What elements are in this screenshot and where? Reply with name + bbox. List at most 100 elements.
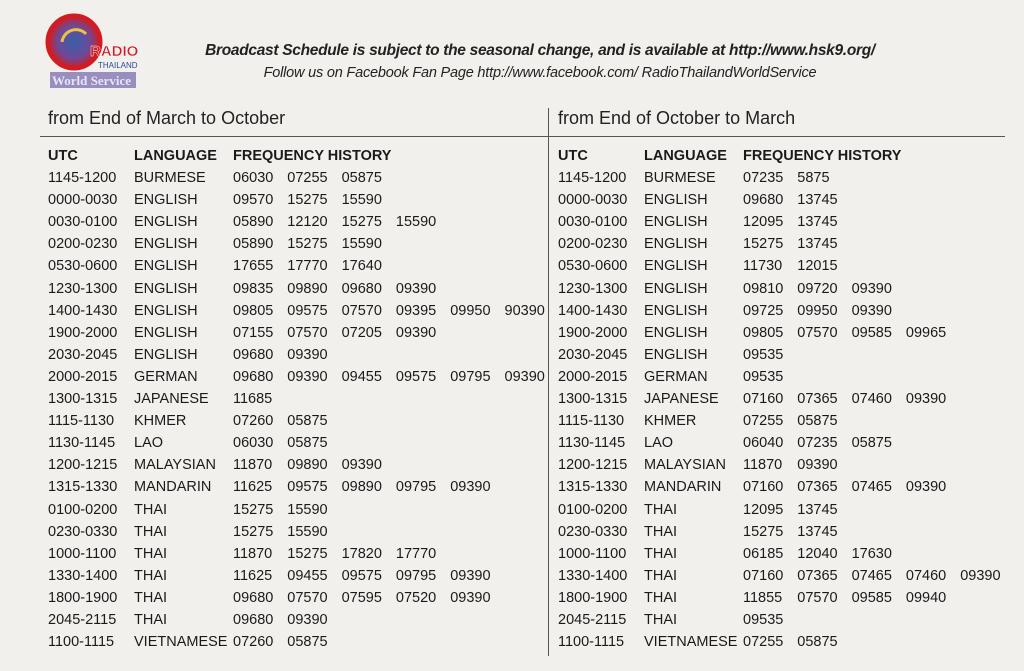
frequency-cell: 07570	[287, 324, 328, 341]
language-cell: ENGLISH	[134, 280, 198, 297]
utc-cell: 1400-1430	[558, 302, 628, 319]
utc-cell: 1300-1315	[48, 391, 118, 408]
frequency-cell: 09720	[797, 280, 838, 297]
frequency-cell: 05875	[851, 435, 892, 452]
utc-cell: 0030-0100	[48, 214, 118, 231]
language-cell: THAI	[134, 501, 168, 518]
utc-cell: 1230-1300	[558, 280, 628, 297]
language-cell: THAI	[644, 611, 678, 628]
frequency-cell: 12120	[287, 214, 328, 231]
utc-cell: 2030-2045	[558, 346, 628, 363]
language-cell: GERMAN	[644, 368, 708, 385]
column-header-frequency: FREQUENCY HISTORY	[233, 148, 392, 164]
frequency-cell: 09725	[743, 302, 784, 319]
frequency-cell: 09585	[851, 589, 892, 606]
frequency-cell: 05875	[287, 413, 328, 430]
column-divider	[548, 108, 549, 656]
utc-cell: 2000-2015	[558, 368, 628, 385]
frequency-cell: 09390	[395, 324, 437, 341]
frequency-cell: 07465	[851, 567, 892, 584]
frequency-cell: 09535	[743, 368, 784, 385]
utc-cell: 1000-1100	[558, 545, 627, 562]
frequency-cell: 07365	[797, 567, 838, 584]
frequency-cell: 07570	[797, 324, 838, 341]
language-cell: BURMESE	[644, 170, 716, 187]
frequency-cell: 07570	[287, 589, 328, 606]
frequency-cell: 05875	[341, 170, 382, 187]
language-cell: ENGLISH	[134, 346, 198, 363]
frequency-cell: 09805	[233, 302, 274, 319]
frequency-cell: 07260	[233, 634, 274, 651]
frequency-cell: 09575	[287, 302, 328, 319]
frequency-cell: 09390	[450, 589, 491, 606]
utc-cell: 1200-1215	[48, 457, 118, 474]
frequency-cell: 90390	[504, 302, 545, 319]
frequency-cell: 09890	[287, 280, 328, 297]
frequency-cell: 13745	[797, 236, 838, 253]
frequency-cell: 05890	[233, 214, 274, 231]
frequency-cell: 09390	[450, 567, 491, 584]
language-cell: ENGLISH	[644, 346, 708, 363]
frequency-cell: 09390	[905, 479, 947, 496]
utc-cell: 2030-2045	[48, 346, 118, 363]
frequency-cell: 09795	[395, 567, 437, 584]
frequency-cell: 09890	[341, 479, 382, 496]
frequency-cell: 09455	[341, 368, 382, 385]
frequency-cell: 05875	[797, 413, 838, 430]
frequency-cell: 15275	[743, 236, 784, 253]
language-cell: THAI	[644, 567, 678, 584]
frequency-cell: 11625	[233, 567, 273, 584]
frequency-cell: 06040	[743, 435, 784, 452]
frequency-cell: 09390	[287, 368, 328, 385]
language-cell: VIETNAMESE	[644, 634, 738, 651]
frequency-cell: 15275	[287, 545, 328, 562]
frequency-cell: 05875	[797, 634, 838, 651]
frequency-cell: 13745	[797, 192, 838, 209]
utc-cell: 1800-1900	[48, 589, 118, 606]
utc-cell: 1200-1215	[558, 457, 628, 474]
frequency-cell: 09535	[743, 611, 784, 628]
frequency-cell: 15275	[287, 192, 328, 209]
utc-cell: 0000-0030	[558, 192, 628, 209]
frequency-cell: 09390	[341, 457, 382, 474]
frequency-cell: 12040	[797, 545, 838, 562]
frequency-cell: 07235	[743, 170, 784, 187]
frequency-cell: 13745	[797, 501, 838, 518]
frequency-cell: 07255	[743, 634, 784, 651]
frequency-cell: 11870	[233, 457, 273, 474]
language-cell: THAI	[134, 545, 168, 562]
frequency-cell: 09795	[395, 479, 437, 496]
frequency-cell: 07255	[287, 170, 328, 187]
utc-cell: 0000-0030	[48, 192, 118, 209]
language-cell: THAI	[644, 523, 678, 540]
utc-cell: 1300-1315	[558, 391, 628, 408]
utc-cell: 1130-1145	[558, 435, 626, 452]
language-cell: THAI	[134, 611, 168, 628]
frequency-cell: 05890	[233, 236, 274, 253]
utc-cell: 0100-0200	[558, 501, 628, 518]
frequency-cell: 09395	[395, 302, 437, 319]
season-title-summer: from End of March to October	[48, 108, 286, 128]
utc-cell: 1900-2000	[558, 324, 628, 341]
language-cell: ENGLISH	[644, 280, 708, 297]
svg-text:World Service: World Service	[52, 73, 131, 88]
frequency-cell: 07595	[341, 589, 382, 606]
frequency-cell: 09795	[450, 368, 491, 385]
season-title-winter: from End of October to March	[558, 108, 796, 128]
frequency-cell: 09390	[851, 280, 892, 297]
frequency-cell: 15590	[341, 236, 382, 253]
utc-cell: 1900-2000	[48, 324, 118, 341]
schedule-notice: Broadcast Schedule is subject to the sea…	[205, 42, 875, 59]
frequency-cell: 07520	[395, 589, 437, 606]
language-cell: THAI	[644, 501, 678, 518]
frequency-cell: 07255	[743, 413, 784, 430]
language-cell: MALAYSIAN	[134, 457, 216, 474]
language-cell: VIETNAMESE	[134, 634, 228, 651]
language-cell: MANDARIN	[134, 479, 212, 496]
utc-cell: 0100-0200	[48, 501, 118, 518]
language-cell: THAI	[134, 567, 168, 584]
frequency-cell: 05875	[287, 435, 328, 452]
frequency-cell: 11625	[233, 479, 273, 496]
language-cell: ENGLISH	[644, 192, 708, 209]
frequency-cell: 09570	[233, 192, 274, 209]
